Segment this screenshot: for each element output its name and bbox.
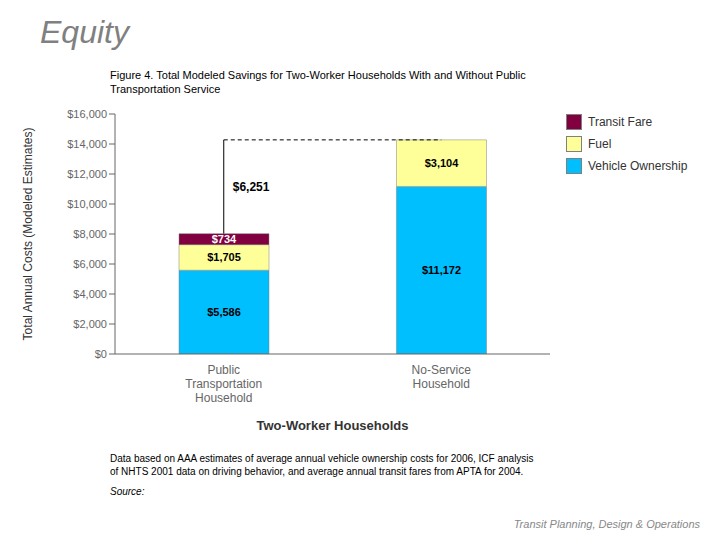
html-text:Transit Planning, Design & Ope: Transit Planning, Design & Operations xyxy=(513,518,700,530)
html-text:Transit Fare: Transit Fare xyxy=(588,115,653,129)
svg-text:Total Annual Costs (Modeled Es: Total Annual Costs (Modeled Estimates) xyxy=(21,128,35,341)
svg-text:$6,251: $6,251 xyxy=(233,180,270,194)
svg-text:$2,000: $2,000 xyxy=(73,318,107,330)
svg-text:$3,104: $3,104 xyxy=(425,157,460,169)
html-text:Source:: Source: xyxy=(110,486,145,497)
svg-text:$12,000: $12,000 xyxy=(67,168,107,180)
html-text:Fuel: Fuel xyxy=(588,137,612,151)
html-text:Data based on AAA estimates of: Data based on AAA estimates of average a… xyxy=(110,453,534,477)
svg-text:$14,000: $14,000 xyxy=(67,138,107,150)
svg-text:$734: $734 xyxy=(212,233,237,245)
svg-text:$1,705: $1,705 xyxy=(207,251,241,263)
svg-text:$8,000: $8,000 xyxy=(73,228,107,240)
svg-text:$11,172: $11,172 xyxy=(422,264,461,276)
svg-text:$6,000: $6,000 xyxy=(73,258,107,270)
svg-text:$0: $0 xyxy=(95,348,107,360)
svg-text:$10,000: $10,000 xyxy=(67,198,107,210)
svg-text:$5,586: $5,586 xyxy=(207,306,241,318)
svg-text:$16,000: $16,000 xyxy=(67,108,107,120)
svg-text:Two-Worker Households: Two-Worker Households xyxy=(257,418,409,433)
html-text:Vehicle Ownership: Vehicle Ownership xyxy=(588,159,688,173)
svg-text:No-ServiceHousehold: No-ServiceHousehold xyxy=(412,363,472,391)
html-text:Figure 4. Total Modeled Saving: Figure 4. Total Modeled Savings for Two-… xyxy=(110,69,526,95)
svg-text:PublicTransportationHousehold: PublicTransportationHousehold xyxy=(185,363,262,405)
html-text:Equity: Equity xyxy=(40,14,129,50)
svg-text:$4,000: $4,000 xyxy=(73,288,107,300)
